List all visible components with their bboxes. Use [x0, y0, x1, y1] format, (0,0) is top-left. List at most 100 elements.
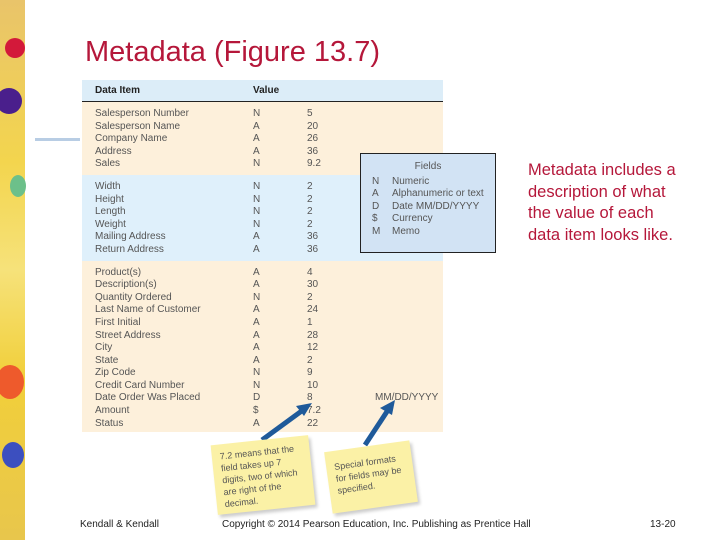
table-row: Amount $7.2: [82, 405, 443, 418]
type-cell: N: [253, 108, 261, 119]
table-row: Sales N 9.2: [82, 158, 443, 171]
type-cell: A: [253, 133, 260, 145]
table-row: Zip Code N 9: [82, 367, 443, 380]
field-description: Date MM/DD/YYYY: [392, 200, 480, 212]
length-cell: 1: [307, 316, 313, 328]
length-cell: 22: [307, 417, 319, 429]
type-cell: A: [253, 316, 260, 328]
table-row: Length N 2: [82, 206, 443, 219]
type-cell: A: [253, 145, 260, 157]
length-cell: 2: [307, 354, 313, 366]
data-item-cell: Sales: [95, 158, 121, 170]
table-row: Description(s) A 30: [82, 279, 443, 292]
type-cell: N: [253, 367, 261, 379]
data-item-cell: Company Name: [95, 133, 168, 145]
page-title: Metadata (Figure 13.7): [85, 36, 380, 68]
field-code: M: [372, 225, 381, 237]
table-row: Weight N 2: [82, 219, 443, 232]
length-cell: 36: [307, 231, 319, 243]
data-item-cell: Product(s): [95, 266, 142, 278]
data-item-cell: Credit Card Number: [95, 379, 185, 391]
data-item-cell: Weight: [95, 218, 126, 230]
table-row: Salesperson Number N 5: [82, 108, 443, 121]
data-item-cell: Description(s): [95, 279, 157, 291]
type-cell: N: [253, 218, 261, 230]
length-cell: 2: [307, 206, 313, 218]
data-item-cell: Width: [95, 180, 121, 192]
table-section: Product(s) A 4 Description(s) A 30 Quantity Or…: [82, 261, 443, 435]
field-legend-item: M Memo: [361, 226, 495, 238]
table-header: Data Item Value: [82, 80, 443, 102]
table-row: Last Name of Customer A 24: [82, 304, 443, 317]
length-cell: 20: [307, 120, 319, 132]
length-cell: 28: [307, 329, 319, 341]
length-cell: 2: [307, 193, 313, 205]
data-item-cell: Last Name of Customer: [95, 304, 201, 316]
type-cell: N: [253, 180, 261, 192]
field-description: Memo: [392, 225, 420, 237]
length-cell: 24: [307, 304, 319, 316]
type-cell: A: [253, 304, 260, 316]
field-code: A: [372, 188, 379, 200]
footer-copyright: Copyright © 2014 Pearson Education, Inc.…: [222, 519, 531, 530]
header-data-item: Data Item: [95, 85, 141, 96]
table-row: Return Address A 36: [82, 244, 443, 257]
field-legend-item: D Date MM/DD/YYYY: [361, 201, 495, 213]
table-row: Product(s) A 4: [82, 267, 443, 280]
data-item-cell: Salesperson Name: [95, 120, 181, 132]
data-item-cell: Date Order Was Placed: [95, 392, 201, 404]
type-cell: $: [253, 405, 259, 417]
field-description: Alphanumeric or text: [392, 188, 484, 200]
length-cell: 36: [307, 145, 319, 157]
data-item-cell: State: [95, 354, 119, 366]
sticky-note-amount: 7.2 means that the field takes up 7 digi…: [210, 435, 316, 515]
header-value: Value: [253, 85, 280, 96]
data-item-cell: First Initial: [95, 316, 141, 328]
type-cell: D: [253, 392, 261, 404]
field-description: Numeric: [392, 176, 430, 187]
length-cell: 7.2: [307, 405, 321, 417]
length-cell: 26: [307, 133, 319, 145]
table-row: Status A 22: [82, 418, 443, 431]
data-item-cell: Address: [95, 145, 132, 157]
type-cell: A: [253, 266, 260, 278]
footer-author: Kendall & Kendall: [80, 519, 159, 530]
table-row: Address A 36: [82, 146, 443, 159]
data-item-cell: Zip Code: [95, 367, 136, 379]
arrow-head-format: [380, 400, 395, 415]
type-cell: A: [253, 243, 260, 255]
length-cell: 2: [307, 291, 313, 303]
data-item-cell: Status: [95, 417, 124, 429]
type-cell: A: [253, 120, 260, 132]
table-section: Salesperson Number N 5 Salesperson Name A 20 C…: [82, 102, 443, 175]
arrow-head-amount: [296, 403, 312, 416]
metadata-note: Metadata includes a description of what …: [528, 161, 676, 244]
table-row: City A 12: [82, 342, 443, 355]
table-row: Street Address A 28: [82, 330, 443, 343]
field-description: Currency: [392, 213, 433, 225]
field-legend-item: N Numeric: [361, 176, 495, 188]
decorative-strip: [0, 0, 26, 540]
table-row: Credit Card Number N 10: [82, 380, 443, 393]
sticky-note-formats: Special formats for fields may be specif…: [324, 440, 418, 514]
data-item-cell: Salesperson Number: [95, 108, 189, 119]
table-row: Company Name A 26: [82, 133, 443, 146]
type-cell: A: [253, 417, 260, 429]
table-row: Salesperson Name A 20: [82, 121, 443, 134]
length-cell: 2: [307, 218, 313, 230]
type-cell: N: [253, 379, 261, 391]
table-row: State A 2: [82, 355, 443, 368]
fields-title: Fields: [414, 161, 442, 172]
field-code: D: [372, 200, 380, 212]
type-cell: A: [253, 279, 260, 291]
length-cell: 10: [307, 379, 319, 391]
table-row: First Initial A 1: [82, 317, 443, 330]
length-cell: 36: [307, 243, 319, 255]
arrow-to-amount: [260, 407, 305, 443]
data-item-cell: Length: [95, 206, 126, 218]
length-cell: 12: [307, 342, 319, 354]
data-item-cell: Height: [95, 193, 124, 205]
field-legend-item: A Alphanumeric or text: [361, 188, 495, 200]
type-cell: N: [253, 291, 261, 303]
